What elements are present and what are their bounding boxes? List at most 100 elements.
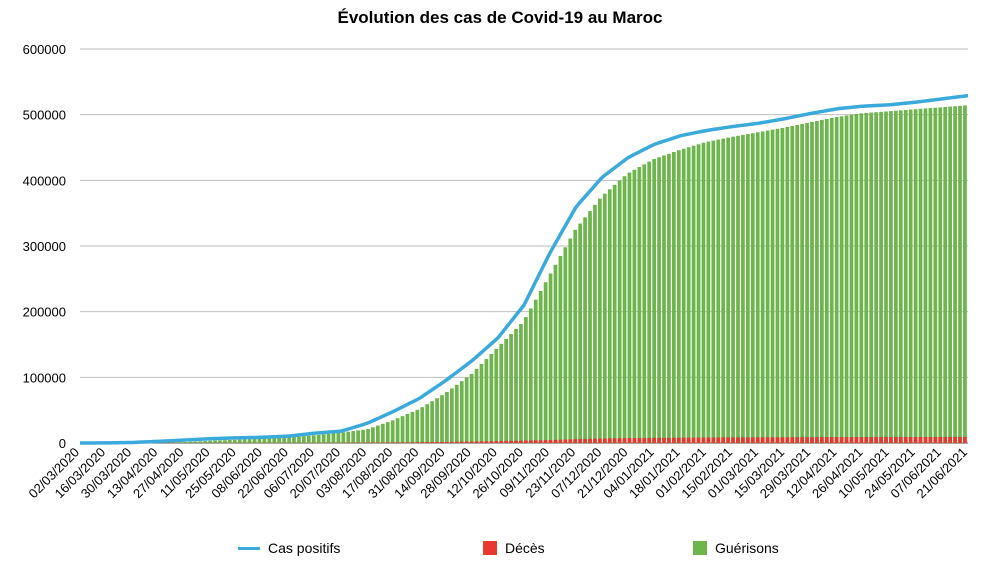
- bar-guerisons: [889, 111, 893, 443]
- bar-guerisons: [750, 133, 755, 443]
- bar-guerisons: [573, 229, 578, 443]
- bar-deces: [829, 437, 834, 443]
- bar-guerisons: [232, 439, 237, 443]
- bar-guerisons: [869, 112, 874, 443]
- y-tick-label: 300000: [23, 239, 66, 254]
- bar-deces: [716, 437, 721, 443]
- bar-deces: [612, 438, 617, 443]
- bar-guerisons: [237, 439, 242, 443]
- bar-guerisons: [721, 138, 726, 443]
- bar-deces: [741, 437, 745, 443]
- bar-guerisons: [943, 106, 948, 443]
- bar-deces: [928, 437, 933, 443]
- legend-swatch-deces: [483, 541, 497, 555]
- bar-guerisons: [647, 161, 652, 443]
- bar-guerisons: [247, 439, 252, 443]
- bar-deces: [504, 440, 508, 443]
- bar-deces: [617, 438, 622, 443]
- bar-deces: [415, 442, 420, 443]
- bar-deces: [701, 437, 706, 443]
- bar-deces: [607, 438, 612, 443]
- bar-guerisons: [380, 423, 385, 443]
- bar-guerisons: [376, 425, 380, 443]
- bar-guerisons: [213, 440, 217, 443]
- bar-guerisons: [533, 299, 538, 443]
- bar-deces: [573, 439, 578, 443]
- bar-guerisons: [765, 130, 770, 443]
- bar-deces: [642, 437, 647, 443]
- bar-deces: [583, 438, 587, 443]
- bar-deces: [874, 437, 878, 443]
- bar-guerisons: [578, 223, 582, 443]
- bar-guerisons: [829, 117, 834, 443]
- bar-deces: [765, 437, 770, 443]
- bar-deces: [948, 436, 952, 443]
- bar-deces: [435, 441, 439, 443]
- line-layer: [79, 93, 969, 445]
- legend-item-cas-positifs: Cas positifs: [238, 540, 340, 556]
- bar-deces: [459, 441, 464, 443]
- bar-guerisons: [775, 128, 780, 443]
- bar-deces: [410, 442, 415, 443]
- bar-guerisons: [173, 442, 178, 443]
- bar-guerisons: [341, 432, 346, 443]
- bar-guerisons: [479, 363, 484, 443]
- bar-deces: [760, 437, 765, 443]
- bar-guerisons: [755, 132, 760, 443]
- bar-guerisons: [598, 198, 602, 443]
- bar-deces: [854, 437, 859, 443]
- bar-guerisons: [193, 441, 198, 443]
- bar-deces: [879, 437, 883, 443]
- bar-guerisons: [302, 436, 306, 443]
- bar-guerisons: [351, 431, 356, 443]
- bar-deces: [622, 438, 627, 443]
- bar-guerisons: [548, 273, 553, 443]
- bar-guerisons: [706, 141, 711, 443]
- bar-guerisons: [928, 108, 933, 444]
- bar-guerisons: [716, 139, 721, 443]
- bar-guerisons: [178, 442, 183, 443]
- bar-deces: [889, 437, 893, 443]
- bar-deces: [736, 437, 740, 443]
- bar-guerisons: [894, 110, 898, 444]
- bar-deces: [780, 437, 785, 443]
- bar-guerisons: [306, 435, 311, 443]
- bar-deces: [632, 438, 637, 443]
- bar-guerisons: [810, 121, 814, 443]
- bar-guerisons: [612, 184, 617, 444]
- bar-deces: [499, 440, 504, 443]
- bar-deces: [805, 437, 809, 443]
- bar-guerisons: [499, 343, 504, 443]
- bar-guerisons: [228, 440, 232, 443]
- bar-guerisons: [385, 422, 390, 443]
- bar-guerisons: [410, 411, 415, 443]
- bar-guerisons: [198, 441, 203, 443]
- bar-deces: [686, 437, 691, 443]
- legend-label-guerisons: Guérisons: [715, 540, 779, 556]
- legend-swatch-guerisons: [693, 541, 707, 555]
- bar-guerisons: [346, 431, 351, 443]
- bar-guerisons: [667, 153, 671, 443]
- bar-deces: [963, 436, 967, 443]
- bar-guerisons: [898, 110, 903, 443]
- bar-deces: [494, 441, 499, 443]
- bar-guerisons: [440, 395, 444, 443]
- bar-guerisons: [864, 112, 869, 444]
- y-tick-label: 200000: [23, 305, 66, 320]
- bar-deces: [834, 437, 839, 443]
- bar-guerisons: [593, 204, 597, 443]
- bar-guerisons: [543, 282, 548, 443]
- bar-deces: [390, 442, 395, 443]
- bar-guerisons: [770, 129, 775, 443]
- bar-deces: [593, 438, 597, 443]
- bar-layer: [84, 105, 967, 444]
- bar-deces: [676, 437, 681, 443]
- bar-guerisons: [514, 329, 518, 443]
- bar-guerisons: [361, 429, 365, 443]
- bar-guerisons: [435, 398, 439, 443]
- bar-guerisons: [642, 164, 647, 444]
- bar-guerisons: [183, 442, 188, 443]
- bar-guerisons: [331, 433, 336, 443]
- bar-guerisons: [568, 238, 573, 443]
